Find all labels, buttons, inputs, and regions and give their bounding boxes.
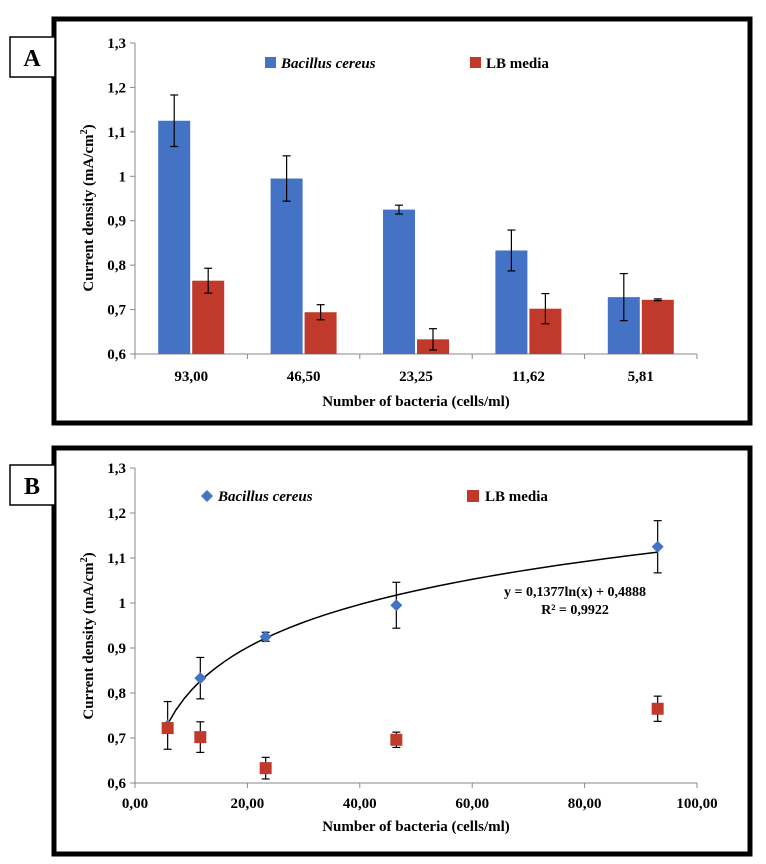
y-tick-label: 1,2: [107, 506, 126, 522]
y-tick-label: 0,8: [107, 686, 126, 702]
legend-a-lb-swatch: [470, 57, 481, 68]
panel-b-y-axis-title-end: ): [81, 552, 97, 557]
panel-a-y-axis-title: Current density (mA/cm2): [79, 124, 97, 291]
data-point-diamond: [194, 672, 207, 685]
x-tick-label: 46,50: [287, 369, 321, 385]
panel-a-x-axis-title: Number of bacteria (cells/ml): [322, 394, 510, 410]
legend-b-bacillus-label: Bacillus cereus: [217, 489, 313, 505]
y-tick-label: 1: [119, 169, 127, 185]
y-tick-label: 0,8: [107, 258, 126, 274]
panel-b-x-axis-title: Number of bacteria (cells/ml): [322, 819, 510, 835]
panel-b-label-box: [9, 464, 56, 506]
panel-b-frame: [51, 445, 753, 857]
x-tick-label: 80,00: [568, 796, 602, 812]
y-tick-label: 0,6: [107, 347, 126, 363]
data-point-diamond: [259, 630, 272, 643]
legend-a-bacillus-label: Bacillus cereus: [280, 56, 376, 72]
panel-b-points: [161, 540, 664, 775]
panel-a-y-axis-title-main: Current density (mA/cm: [81, 134, 97, 292]
trendline-equation: y = 0,1377ln(x) + 0,4888: [504, 585, 646, 600]
panel-b-y-axis-title-main: Current density (mA/cm: [81, 562, 97, 720]
panel-a-y-axis-title-end: ): [81, 124, 97, 129]
log-trendline: [167, 551, 658, 725]
bar: [641, 299, 674, 354]
x-tick-label: 11,62: [512, 369, 545, 385]
panel-b-y-axis-title: Current density (mA/cm2): [79, 552, 97, 719]
bar: [383, 209, 415, 354]
data-point-square: [259, 762, 272, 775]
y-tick-label: 0,7: [107, 731, 126, 747]
x-tick-label: 93,00: [174, 369, 208, 385]
y-tick-label: 1,3: [107, 36, 126, 52]
legend-a-lb-label: LB media: [486, 56, 549, 72]
bar: [270, 178, 303, 354]
y-tick-label: 1,1: [107, 551, 126, 567]
y-tick-label: 0,9: [107, 641, 126, 657]
panel-b-label: B: [24, 474, 40, 500]
legend-b-lb-label: LB media: [485, 489, 548, 505]
y-tick-label: 1: [119, 596, 127, 612]
panel-a-error-bars: [170, 94, 662, 351]
panel-a-y-axis-title-sup: 2: [79, 129, 90, 134]
y-tick-label: 1,1: [107, 125, 126, 141]
panel-b-y-axis-title-sup: 2: [79, 557, 90, 562]
y-tick-label: 0,7: [107, 303, 126, 319]
data-point-diamond: [651, 540, 664, 553]
bar: [158, 120, 191, 354]
x-tick-label: 100,00: [676, 796, 717, 812]
trendline-r-squared: R² = 0,9922: [541, 603, 609, 618]
x-tick-label: 5,81: [628, 369, 654, 385]
x-tick-label: 20,00: [231, 796, 265, 812]
x-tick-label: 23,25: [399, 369, 433, 385]
y-tick-label: 1,2: [107, 80, 126, 96]
data-point-square: [194, 731, 207, 744]
data-point-square: [390, 733, 403, 746]
legend-b-lb-marker: [467, 490, 479, 502]
x-tick-label: 0,00: [122, 796, 148, 812]
panel-a-label-box: [9, 36, 56, 78]
panel-a-label: A: [23, 46, 41, 72]
data-point-square: [651, 702, 664, 715]
panel-b-trendline: [167, 551, 658, 725]
data-point-diamond: [390, 599, 403, 612]
x-tick-label: 60,00: [455, 796, 489, 812]
y-tick-label: 0,9: [107, 214, 126, 230]
y-tick-label: 0,6: [107, 776, 126, 792]
x-tick-label: 40,00: [343, 796, 377, 812]
panel-a-bars: [158, 120, 674, 354]
data-point-square: [161, 722, 174, 735]
legend-a-bacillus-swatch: [265, 57, 276, 68]
y-tick-label: 1,3: [107, 461, 126, 477]
panel-a-axes: 0,6 0,7 0,8 0,9 1 1,1 1,2 1,3 93,00 46,50 23,25 11,…: [107, 36, 698, 385]
panel-b-axes: 0,6 0,7 0,8 0,9 1 1,1 1,2 1,3 0,00 20,00 40,00 60,0…: [107, 461, 717, 812]
legend-b-bacillus-marker: [201, 490, 213, 502]
